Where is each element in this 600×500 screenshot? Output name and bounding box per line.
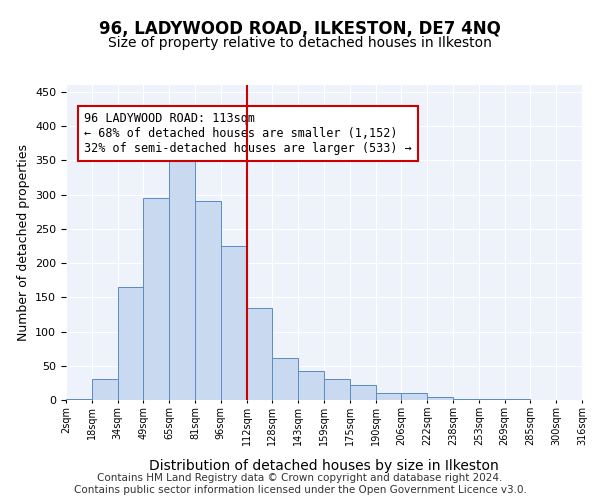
Bar [118,287,143,400]
Text: Contains HM Land Registry data © Crown copyright and database right 2024.
Contai: Contains HM Land Registry data © Crown c… [74,474,526,495]
Bar [298,370,324,400]
Bar [66,398,92,400]
X-axis label: Distribution of detached houses by size in Ilkeston: Distribution of detached houses by size … [149,459,499,473]
Bar [169,146,195,400]
Text: Size of property relative to detached houses in Ilkeston: Size of property relative to detached ho… [108,36,492,50]
Bar [427,396,453,400]
Bar [92,380,118,400]
Text: 96 LADYWOOD ROAD: 113sqm
← 68% of detached houses are smaller (1,152)
32% of sem: 96 LADYWOOD ROAD: 113sqm ← 68% of detach… [84,112,412,156]
Bar [221,246,247,400]
Bar [376,393,401,400]
Bar [143,198,169,400]
Bar [401,393,427,400]
Bar [324,380,350,400]
Bar [350,385,376,400]
Bar [247,308,272,400]
Text: 96, LADYWOOD ROAD, ILKESTON, DE7 4NQ: 96, LADYWOOD ROAD, ILKESTON, DE7 4NQ [99,20,501,38]
Bar [272,358,298,400]
Bar [195,202,221,400]
Bar [453,398,479,400]
Y-axis label: Number of detached properties: Number of detached properties [17,144,29,341]
